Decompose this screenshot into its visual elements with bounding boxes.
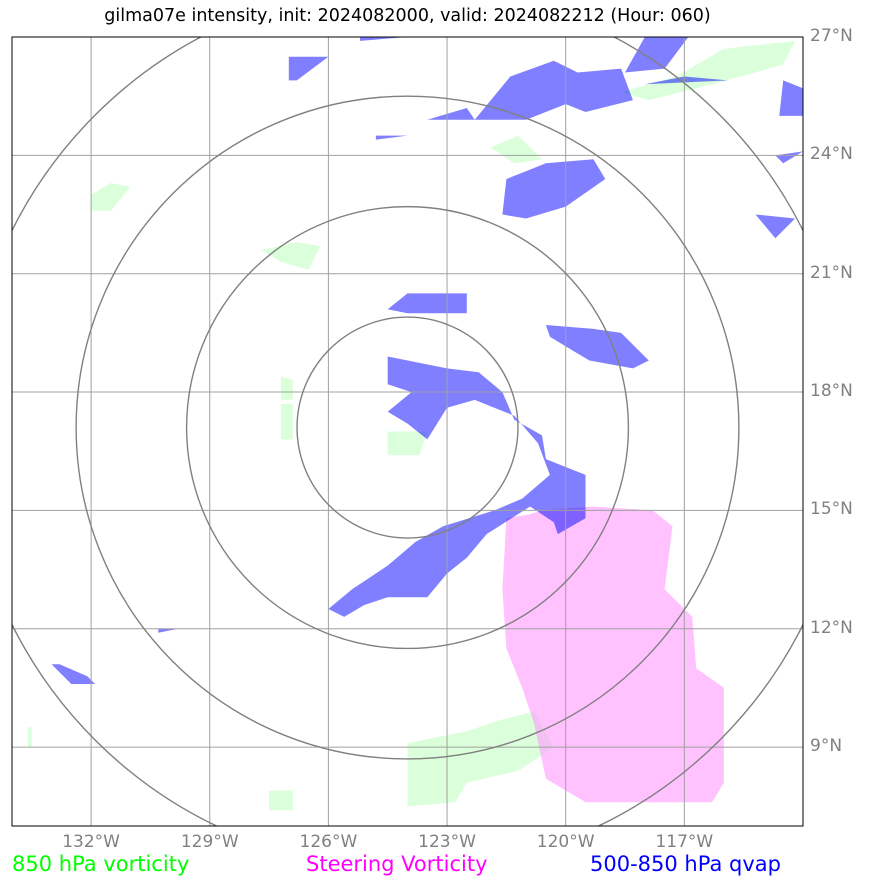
lon-tick-label: 123°W [418, 832, 476, 852]
qvap-area-4 [427, 60, 633, 120]
vorticity-850-area-2 [407, 711, 554, 807]
legend-850-vorticity: 850 hPa vorticity [12, 852, 190, 876]
qvap-area-6 [644, 76, 728, 85]
lon-tick-label: 120°W [536, 832, 595, 852]
vorticity-850-area-3 [280, 403, 293, 440]
qvap-area-3 [502, 159, 606, 219]
vorticity-850-area-9 [27, 727, 32, 748]
qvap-area-0 [328, 356, 586, 617]
vorticity-850-area-5 [387, 431, 428, 456]
vorticity-850-area-8 [269, 790, 293, 811]
vorticity-850-layer [27, 40, 796, 811]
lon-tick-label: 132°W [62, 832, 120, 852]
qvap-area-1 [387, 293, 467, 314]
range-ring [296, 316, 519, 539]
lat-tick-label: 12°N [810, 617, 853, 638]
vorticity-850-area-0 [621, 40, 796, 101]
lat-tick-label: 21°N [810, 262, 853, 283]
qvap-area-8 [288, 56, 329, 81]
steering-vorticity-layer [502, 506, 724, 803]
qvap-area-2 [545, 325, 649, 369]
qvap-area-12 [158, 628, 179, 633]
qvap-area-9 [51, 664, 96, 684]
range-rings [12, 37, 803, 826]
map-plot-area [12, 37, 803, 826]
lat-tick-label: 9°N [810, 736, 843, 757]
lat-tick-label: 15°N [810, 499, 853, 520]
range-ring [185, 205, 630, 650]
qvap-layer [51, 37, 803, 684]
range-ring [75, 95, 740, 760]
legend-qvap: 500-850 hPa qvap [590, 852, 781, 876]
legend-steering-vorticity: Steering Vorticity [306, 852, 488, 876]
steering-vorticity-area-0 [502, 506, 724, 803]
qvap-area-5 [625, 37, 689, 73]
qvap-area-10 [775, 151, 803, 164]
vorticity-850-area-6 [261, 242, 321, 270]
vorticity-850-area-7 [91, 183, 131, 211]
map-frame [11, 36, 804, 827]
lon-tick-label: 129°W [180, 832, 239, 852]
lat-tick-label: 27°N [810, 26, 853, 46]
vorticity-850-area-4 [280, 376, 293, 400]
qvap-area-7 [755, 214, 796, 239]
qvap-area-14 [360, 37, 408, 41]
lat-tick-label: 24°N [810, 144, 853, 165]
vorticity-850-area-1 [490, 135, 542, 164]
lat-tick-label: 18°N [810, 381, 853, 402]
qvap-area-13 [375, 135, 408, 140]
lon-tick-label: 126°W [299, 832, 358, 852]
lon-tick-label: 117°W [655, 832, 714, 852]
map-title: gilma07e intensity, init: 2024082000, va… [104, 6, 711, 26]
qvap-area-11 [779, 80, 803, 116]
